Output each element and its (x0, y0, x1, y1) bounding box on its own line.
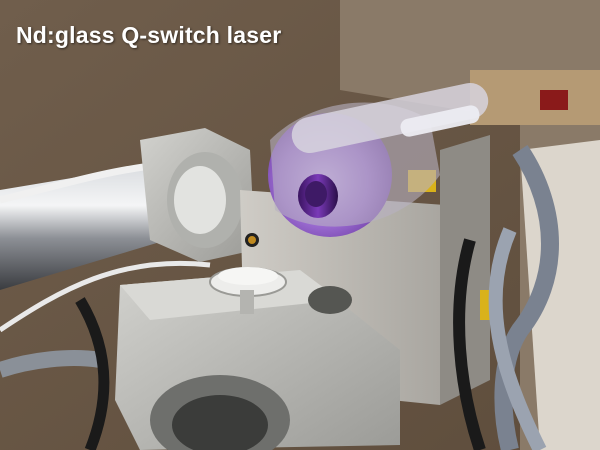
white-tube (0, 161, 161, 204)
lamp-electrode (400, 105, 480, 137)
clamp-bore-inner (174, 166, 226, 234)
screw-shaft (240, 290, 254, 314)
glass-flowtube (291, 82, 489, 154)
photo-caption: Nd:glass Q-switch laser (16, 22, 282, 48)
red-object (540, 90, 568, 110)
cardboard-box (470, 70, 600, 125)
braided-hose-1 (494, 145, 559, 450)
white-cable (0, 260, 211, 333)
indicator-led-ring (248, 236, 256, 244)
mount-bore-inner (172, 395, 268, 450)
left-black-cable (75, 297, 110, 450)
nd-glass-rod-face (305, 181, 327, 207)
braided-hose-2 (488, 227, 547, 450)
black-cable (453, 238, 486, 450)
thumb-screw-top (218, 267, 278, 285)
mount-hole (308, 286, 352, 314)
left-hose (0, 350, 102, 378)
